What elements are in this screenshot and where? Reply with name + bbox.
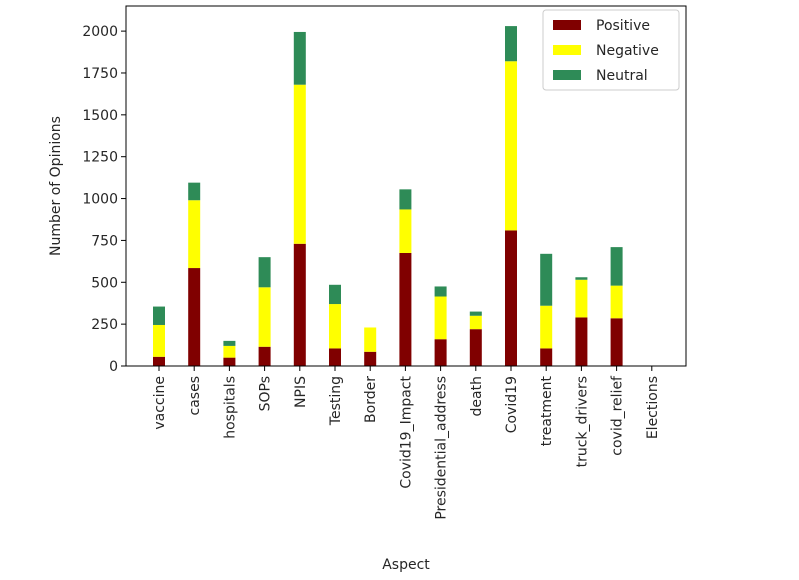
- bar-positive-truck_drivers: [575, 317, 588, 366]
- x-tick-label: truck_drivers: [574, 376, 590, 467]
- y-tick-label: 1250: [82, 150, 118, 166]
- legend-label-neutral: Neutral: [596, 68, 648, 84]
- bar-positive-Covid19: [505, 230, 517, 366]
- bar-positive-SOPs: [258, 346, 271, 366]
- y-tick-label: 1500: [82, 108, 118, 124]
- bar-negative-treatment: [540, 305, 553, 349]
- x-tick-label: Covid19_Impact: [398, 375, 414, 488]
- bar-neutral-NPIS: [293, 31, 306, 85]
- bar-positive-Presidential_address: [434, 339, 447, 366]
- x-tick-label: SOPs: [258, 376, 274, 411]
- x-tick-label: treatment: [539, 375, 555, 446]
- bar-negative-SOPs: [258, 287, 271, 347]
- bar-neutral-Covid19: [505, 26, 517, 62]
- legend-label-negative: Negative: [596, 43, 659, 59]
- x-tick-label: cases: [187, 376, 203, 415]
- x-tick-label: hospitals: [222, 376, 238, 439]
- bar-negative-truck_drivers: [575, 279, 588, 318]
- y-tick-label: 250: [91, 317, 118, 333]
- y-tick-label: 750: [91, 233, 118, 249]
- x-tick-label: Presidential_address: [434, 376, 450, 520]
- x-tick-label: covid_relief: [610, 375, 626, 456]
- bar-neutral-vaccine: [153, 306, 165, 325]
- bar-neutral-Covid19_Impact: [399, 189, 412, 210]
- x-axis: vaccine cases hospitals SOPs NPIS Testing Bord…: [152, 366, 661, 520]
- bar-negative-Border: [364, 327, 377, 352]
- bars-layer: [153, 26, 623, 366]
- bar-negative-Covid19: [505, 61, 517, 231]
- x-tick-label: death: [469, 376, 485, 416]
- bar-positive-covid_relief: [610, 318, 623, 366]
- y-tick-label: 0: [109, 359, 118, 375]
- x-tick-label: Testing: [328, 376, 344, 426]
- bar-neutral-hospitals: [223, 340, 236, 346]
- bar-positive-Testing: [329, 348, 341, 366]
- bar-negative-Testing: [329, 304, 341, 349]
- bar-neutral-SOPs: [258, 257, 271, 288]
- bar-neutral-Testing: [329, 284, 341, 305]
- bar-negative-NPIS: [293, 84, 306, 244]
- bar-positive-cases: [188, 268, 201, 366]
- legend: Positive Negative Neutral: [542, 9, 680, 91]
- x-tick-label: NPIS: [293, 376, 309, 408]
- y-tick-label: 1000: [82, 192, 118, 208]
- x-tick-label: Border: [363, 376, 379, 423]
- y-axis-title: Number of Opinions: [48, 116, 64, 256]
- legend-label-positive: Positive: [596, 18, 650, 34]
- y-tick-label: 500: [91, 275, 118, 291]
- bar-neutral-death: [469, 311, 482, 316]
- bar-positive-vaccine: [153, 356, 165, 366]
- bar-positive-Covid19_Impact: [399, 252, 412, 366]
- bar-neutral-covid_relief: [610, 247, 623, 286]
- bar-negative-vaccine: [153, 324, 165, 357]
- y-tick-label: 2000: [82, 24, 118, 40]
- plot-frame: [125, 5, 687, 367]
- bar-positive-death: [469, 329, 482, 366]
- bar-negative-Covid19_Impact: [399, 209, 412, 253]
- bar-neutral-Presidential_address: [434, 286, 447, 297]
- bar-positive-Border: [364, 351, 377, 366]
- bar-negative-Presidential_address: [434, 296, 447, 340]
- x-axis-title: Aspect: [382, 557, 430, 573]
- bar-positive-treatment: [540, 348, 553, 366]
- bar-negative-covid_relief: [610, 285, 623, 319]
- bar-neutral-treatment: [540, 253, 553, 306]
- bar-neutral-cases: [188, 182, 201, 201]
- bar-negative-death: [469, 315, 482, 330]
- bar-positive-hospitals: [223, 357, 236, 366]
- x-tick-label: vaccine: [152, 376, 168, 430]
- y-tick-label: 1750: [82, 66, 118, 82]
- legend-swatch-positive: [553, 20, 581, 30]
- x-tick-label: Covid19: [504, 376, 520, 433]
- x-tick-label: Elections: [645, 376, 661, 439]
- bar-neutral-truck_drivers: [575, 277, 588, 280]
- bar-positive-NPIS: [293, 243, 306, 366]
- y-axis: 0 250 500 750 1000 1250 1500 1750 2000: [82, 24, 126, 375]
- bar-negative-cases: [188, 200, 201, 269]
- legend-swatch-neutral: [553, 70, 581, 80]
- bar-negative-hospitals: [223, 345, 236, 358]
- legend-swatch-negative: [553, 45, 581, 55]
